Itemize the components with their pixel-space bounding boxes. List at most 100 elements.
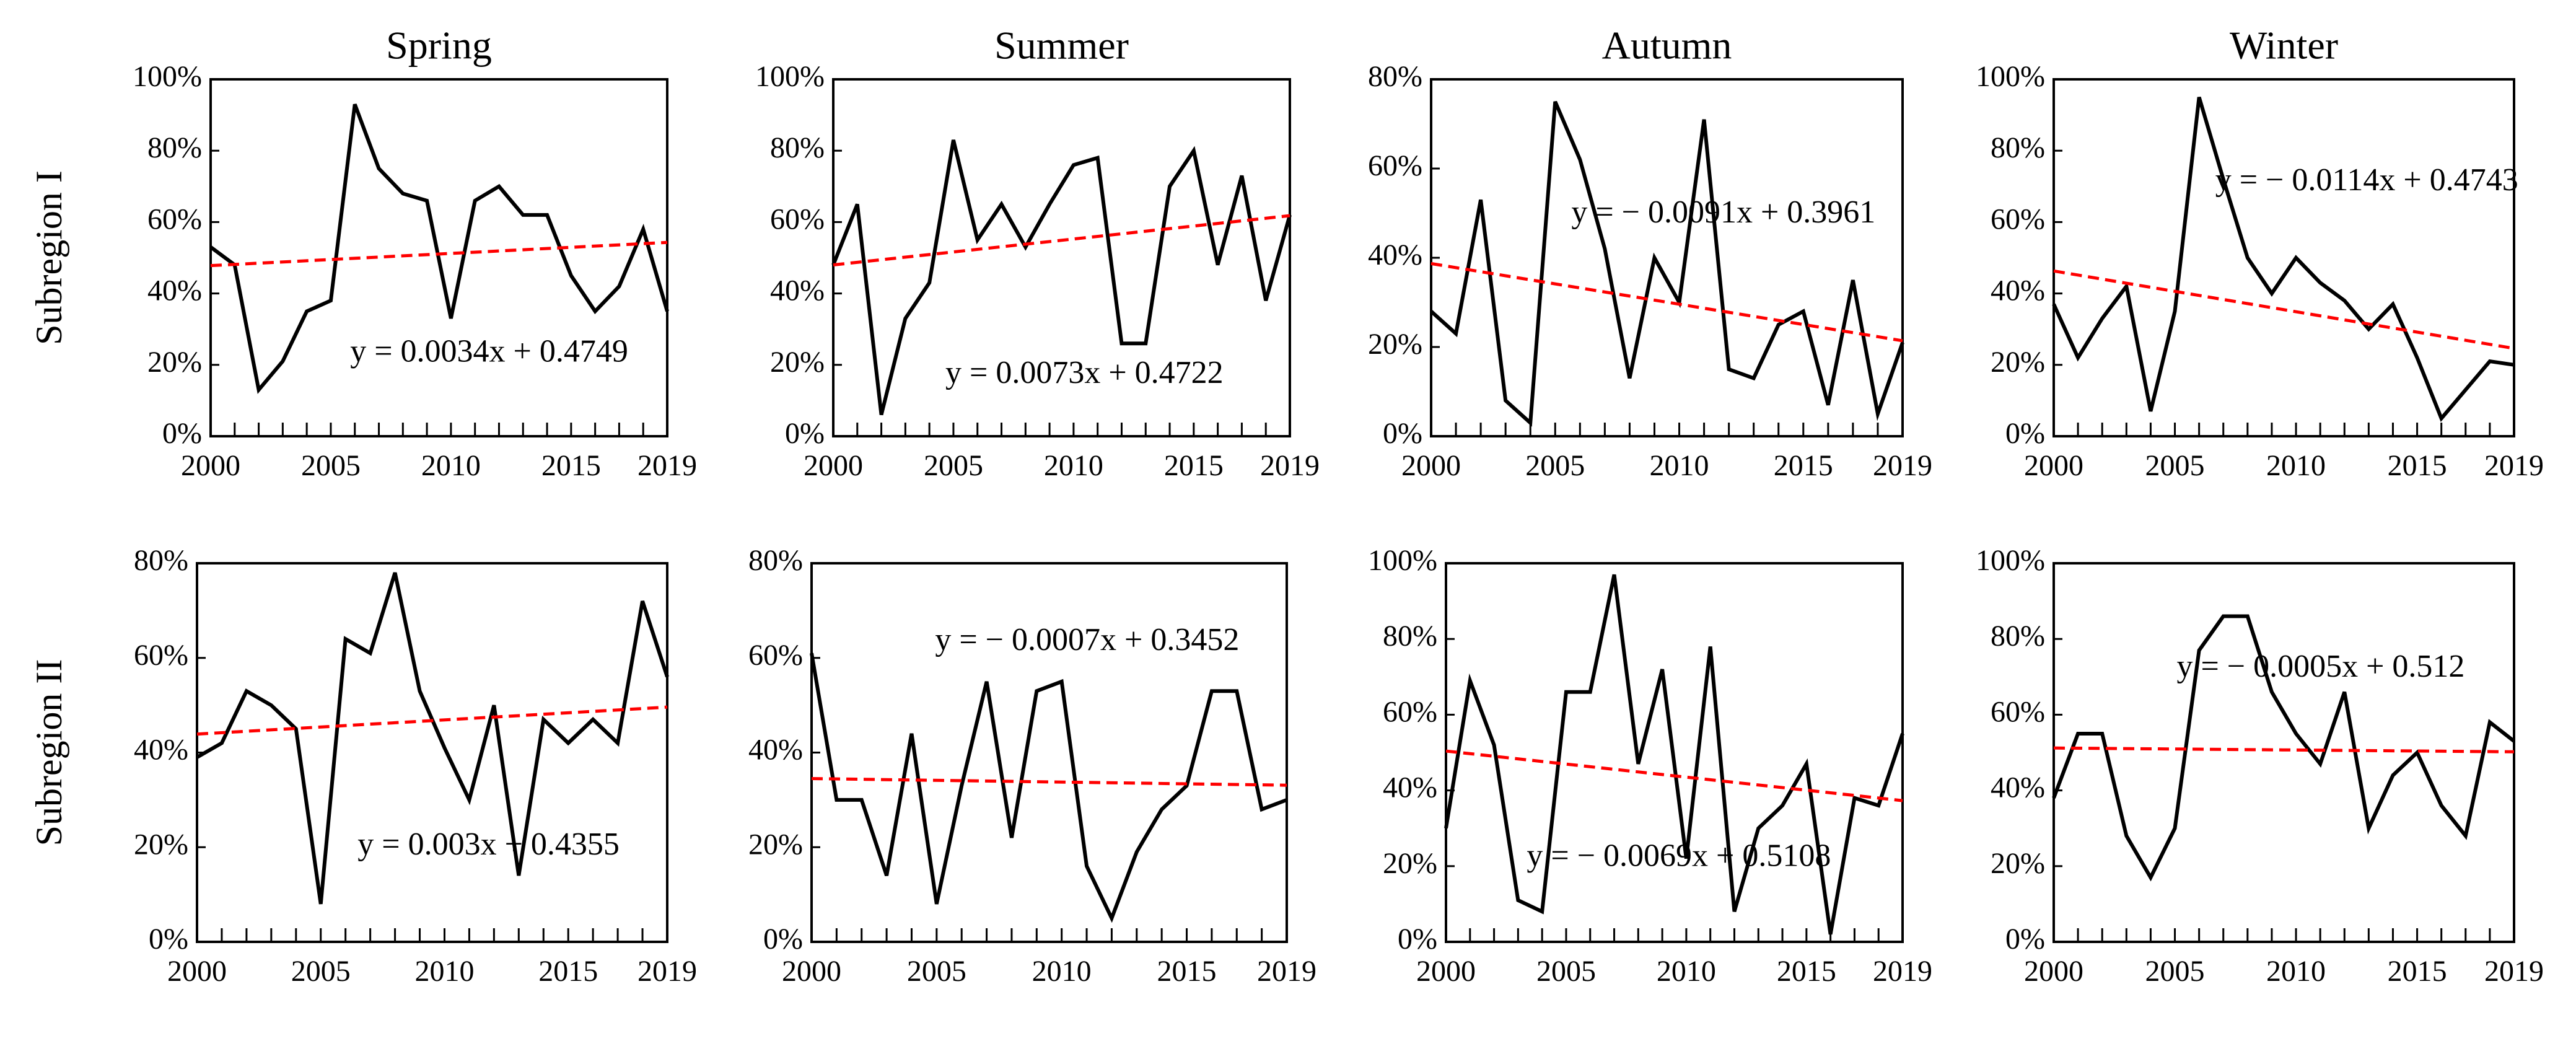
plot-frame	[209, 78, 668, 437]
y-tick-label: 20%	[1383, 847, 1437, 880]
y-tick-label: 0%	[1383, 417, 1422, 450]
x-tick-label: 2010	[1044, 449, 1103, 482]
panel-title: Winter	[2230, 24, 2338, 68]
y-tick-label: 20%	[1368, 328, 1422, 361]
y-tick-label: 100%	[133, 60, 202, 93]
y-tick-label: 80%	[1991, 131, 2045, 164]
x-tick-label: 2015	[2388, 955, 2447, 988]
trend-line	[210, 240, 668, 268]
x-tick-label: 2019	[2484, 449, 2544, 482]
x-tick-label: 2015	[541, 449, 601, 482]
data-line	[1429, 100, 1904, 427]
x-tick-label: 2005	[291, 955, 351, 988]
x-tick-label: 2000	[2024, 449, 2083, 482]
y-tick-label: 80%	[147, 131, 202, 164]
plot-frame	[810, 562, 1288, 943]
y-tick-label: 0%	[2005, 417, 2045, 450]
y-tick-label: 60%	[1368, 149, 1422, 182]
y-tick-label: 60%	[1991, 695, 2045, 728]
y-tick-label: 80%	[1991, 620, 2045, 652]
trend-equation: y = − 0.0091x + 0.3961	[1571, 195, 1875, 230]
y-tick-label: 40%	[147, 275, 202, 307]
trend-equation: y = − 0.0007x + 0.3452	[935, 622, 1239, 657]
x-tick-label: 2000	[181, 449, 240, 482]
x-tick-label: 2015	[1777, 955, 1836, 988]
plot-frame	[2052, 562, 2515, 943]
y-tick-label: 100%	[1976, 544, 2045, 577]
panel-title: Summer	[994, 24, 1129, 68]
data-line	[209, 103, 669, 394]
x-tick-label: 2005	[924, 449, 983, 482]
x-tick-label: 2015	[1157, 955, 1217, 988]
x-tick-label: 2005	[1536, 955, 1596, 988]
y-tick-label: 80%	[748, 544, 803, 577]
x-tick-label: 2010	[414, 955, 474, 988]
row-label: Subregion I	[28, 170, 69, 345]
y-tick-label: 0%	[149, 923, 188, 955]
data-line	[1444, 574, 1904, 935]
x-tick-label: 2019	[1260, 449, 1320, 482]
panel-title: Spring	[386, 24, 492, 68]
x-tick-label: 2000	[804, 449, 863, 482]
x-tick-label: 2005	[1525, 449, 1585, 482]
y-tick-label: 40%	[134, 734, 188, 766]
x-tick-label: 2019	[2484, 955, 2544, 988]
trend-line	[833, 214, 1290, 267]
x-tick-label: 2015	[1774, 449, 1833, 482]
x-tick-label: 2019	[637, 449, 697, 482]
x-tick-label: 2000	[2024, 955, 2083, 988]
y-tick-label: 20%	[1991, 346, 2045, 379]
panel-title: Autumn	[1602, 24, 1732, 68]
x-tick-label: 2010	[1650, 449, 1709, 482]
x-tick-label: 2000	[782, 955, 841, 988]
x-tick-label: 2010	[1032, 955, 1092, 988]
y-tick-label: 60%	[770, 203, 825, 235]
x-tick-label: 2010	[2266, 449, 2326, 482]
y-tick-label: 20%	[1991, 847, 2045, 880]
y-tick-label: 20%	[770, 346, 825, 379]
plot-frame	[196, 562, 668, 943]
y-tick-label: 40%	[1368, 239, 1422, 271]
trend-equation: y = 0.0073x + 0.4722	[945, 355, 1224, 390]
y-tick-label: 80%	[770, 131, 825, 164]
y-tick-label: 40%	[748, 734, 803, 766]
x-tick-label: 2015	[538, 955, 598, 988]
y-tick-label: 0%	[763, 923, 803, 955]
x-tick-label: 2000	[167, 955, 227, 988]
y-tick-label: 60%	[1991, 203, 2045, 235]
y-tick-label: 60%	[134, 639, 188, 672]
y-tick-label: 40%	[770, 275, 825, 307]
x-tick-label: 2010	[2266, 955, 2326, 988]
y-tick-label: 80%	[1383, 620, 1437, 652]
y-tick-label: 20%	[134, 828, 188, 861]
x-tick-label: 2019	[637, 955, 697, 988]
y-tick-label: 20%	[748, 828, 803, 861]
x-tick-label: 2005	[2145, 955, 2205, 988]
x-tick-label: 2019	[1873, 955, 1932, 988]
data-line	[831, 139, 1292, 416]
x-tick-label: 2000	[1401, 449, 1461, 482]
y-tick-label: 100%	[755, 60, 825, 93]
x-tick-label: 2005	[907, 955, 966, 988]
y-tick-label: 100%	[1976, 60, 2045, 93]
data-line	[2052, 96, 2515, 422]
y-tick-label: 0%	[785, 417, 825, 450]
y-tick-label: 80%	[134, 544, 188, 577]
trend-equation: y = − 0.0069x + 0.5108	[1527, 838, 1831, 874]
y-tick-label: 0%	[2005, 923, 2045, 955]
plot-frame	[2052, 78, 2515, 437]
y-tick-label: 60%	[1383, 695, 1437, 728]
y-tick-label: 40%	[1383, 771, 1437, 804]
trend-equation: y = − 0.0114x + 0.4743	[2215, 162, 2518, 198]
x-tick-label: 2019	[1873, 449, 1932, 482]
row-label: Subregion II	[28, 659, 69, 846]
y-tick-label: 60%	[147, 203, 202, 235]
trend-line	[196, 705, 668, 736]
y-tick-label: 80%	[1368, 60, 1422, 93]
trend-line	[2053, 269, 2515, 350]
y-tick-label: 40%	[1991, 771, 2045, 804]
x-tick-label: 2010	[1657, 955, 1716, 988]
data-line	[2052, 614, 2515, 882]
